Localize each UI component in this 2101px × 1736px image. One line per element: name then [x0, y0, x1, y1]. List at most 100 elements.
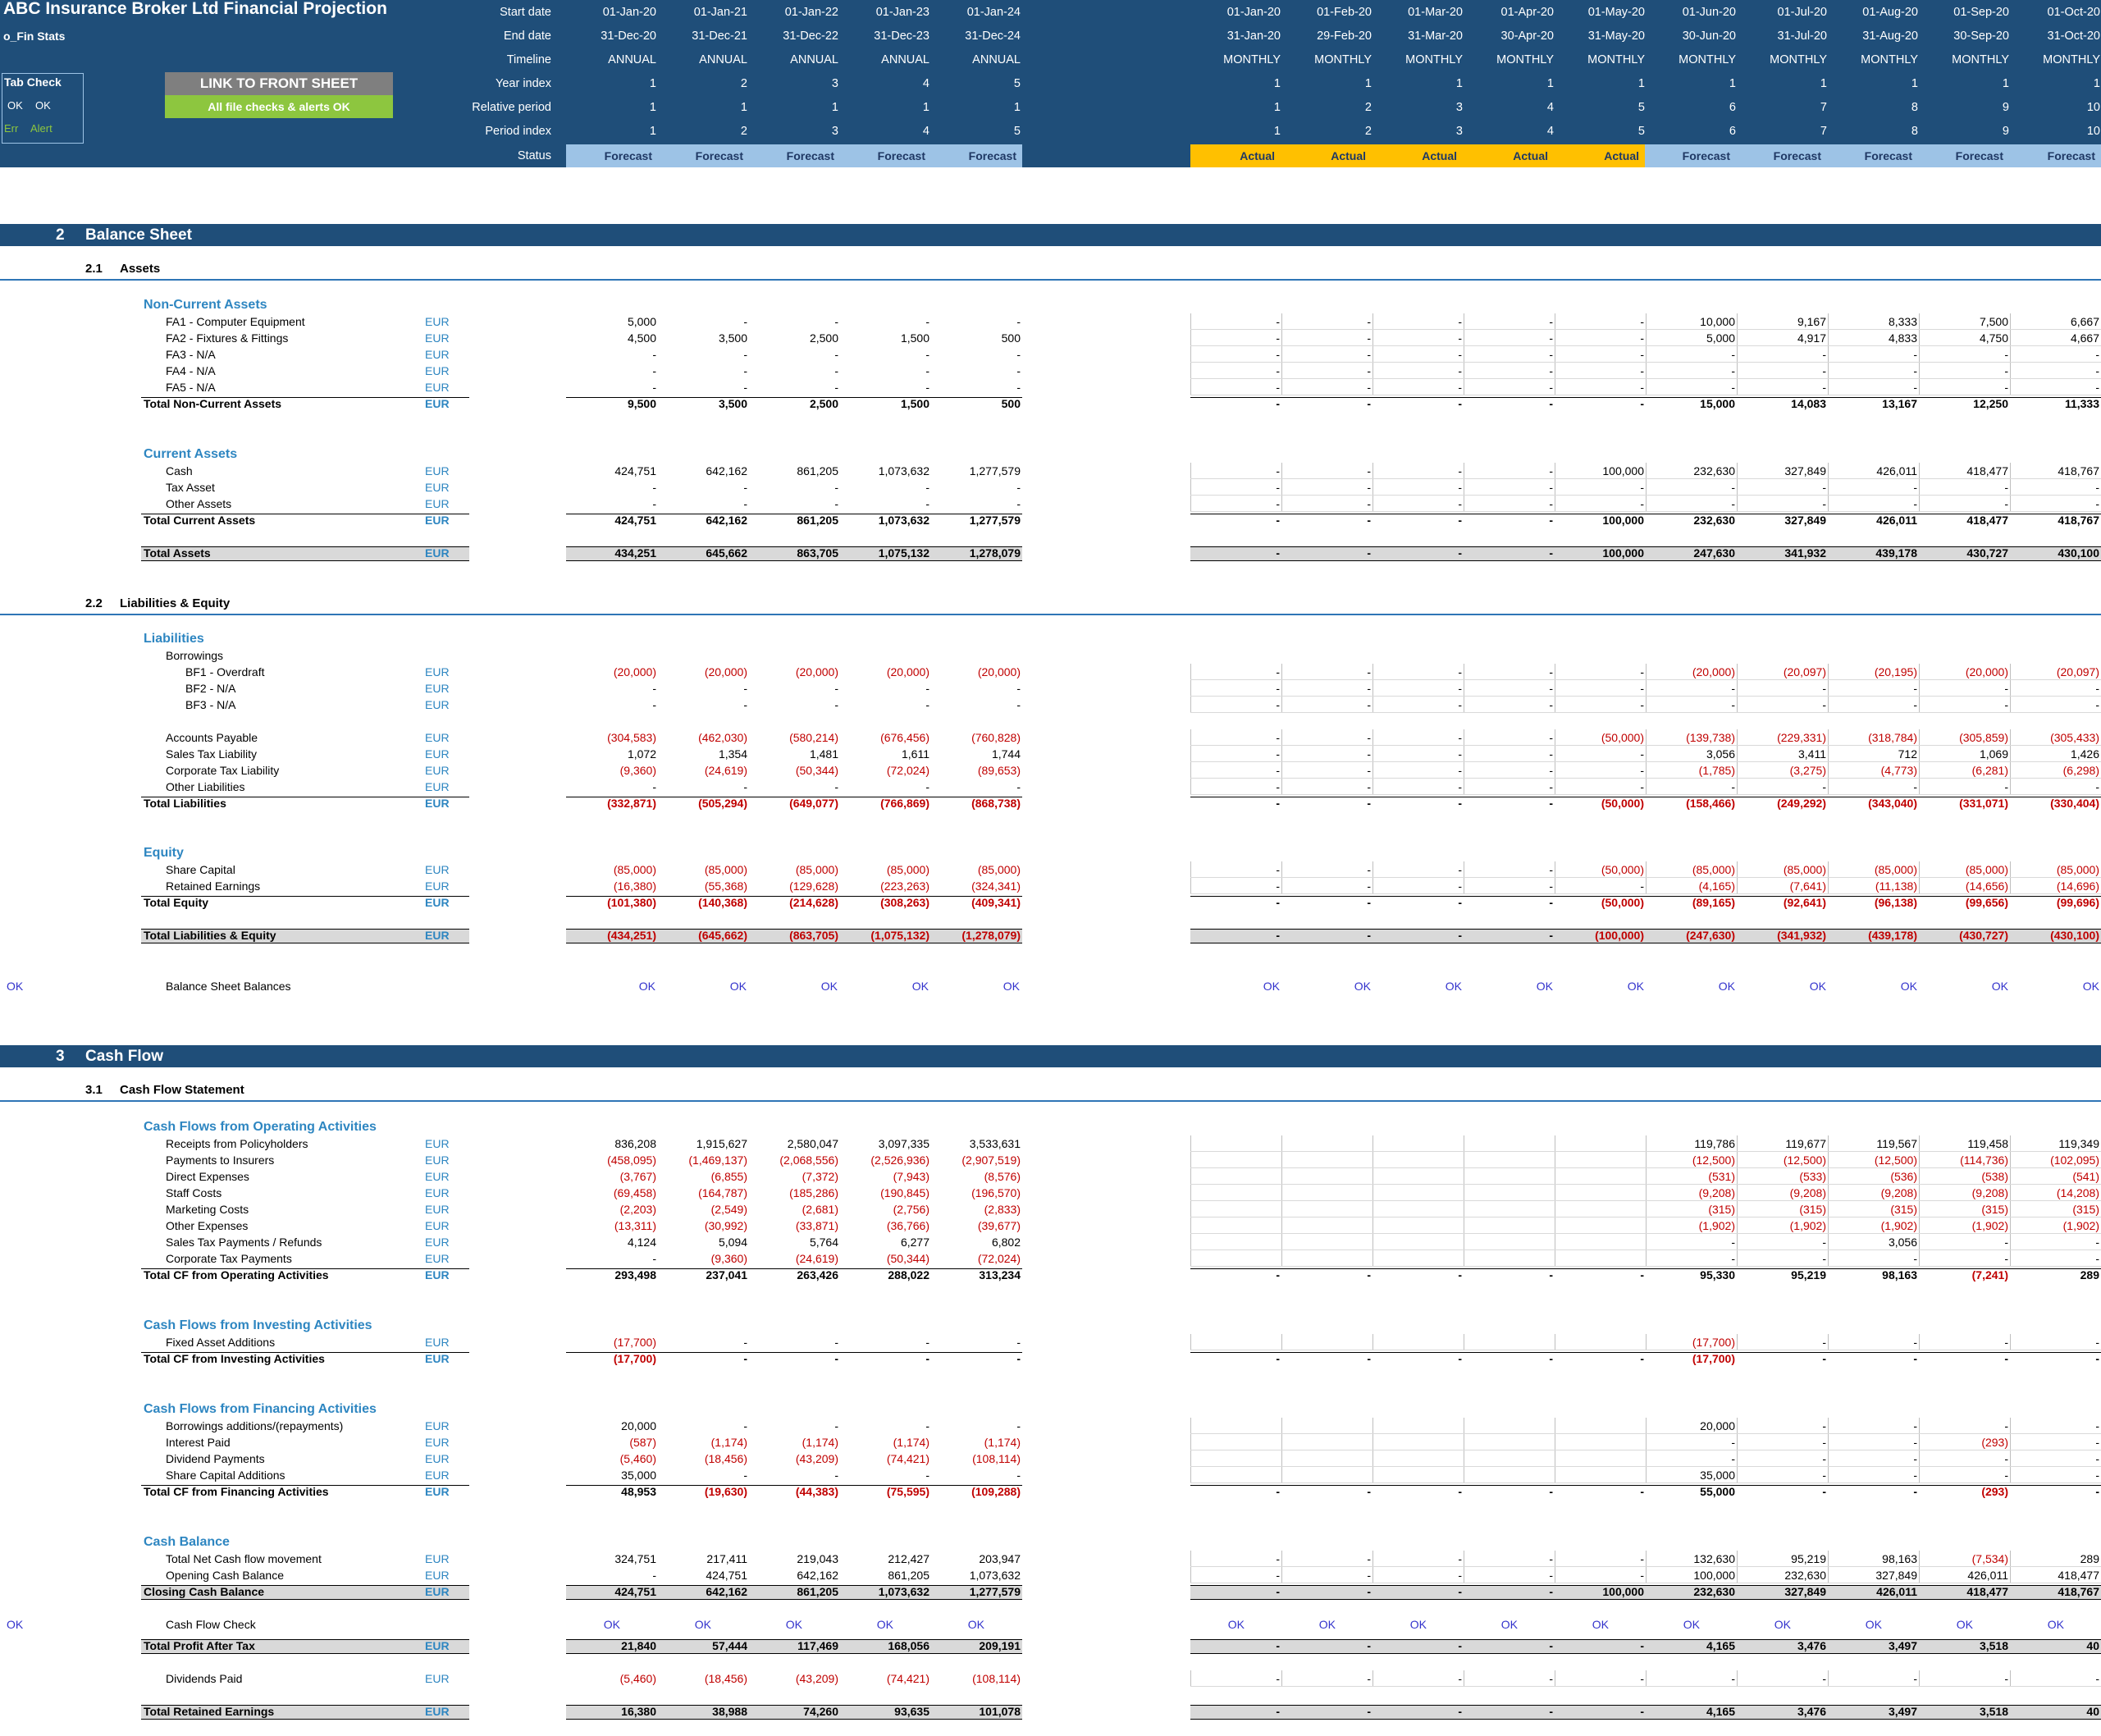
monthly-value: 3,497 — [1888, 1705, 1917, 1718]
monthly-value: - — [2095, 698, 2099, 711]
cell-border — [1281, 479, 1282, 495]
unit-label: EUR — [425, 780, 450, 793]
annual-value: (1,278,079) — [961, 929, 1021, 942]
annual-value: 219,043 — [797, 1552, 838, 1565]
monthly-value: - — [2095, 1419, 2099, 1432]
monthly-year_index-6: 1 — [1729, 77, 1736, 90]
monthly-value: - — [1276, 863, 1280, 876]
monthly-value: - — [1367, 1268, 1371, 1281]
monthly-value: 430,100 — [2058, 546, 2099, 560]
annual-value: (13,311) — [614, 1219, 656, 1232]
cell-border — [1190, 762, 1191, 778]
monthly-value: - — [1731, 698, 1735, 711]
cell-border — [1190, 463, 1191, 478]
monthly-value: 40 — [2086, 1705, 2099, 1718]
monthly-value: - — [1276, 1552, 1280, 1565]
annual-value: 237,041 — [706, 1268, 747, 1281]
row-gridline — [1190, 1233, 2101, 1234]
monthly-value: (315) — [2072, 1203, 2099, 1216]
row-label: Staff Costs — [166, 1186, 222, 1199]
monthly-value: - — [1549, 464, 1553, 477]
row-label: Marketing Costs — [166, 1203, 249, 1216]
unit-label: EUR — [425, 1252, 450, 1265]
annual-value: - — [743, 364, 747, 377]
monthly-value: - — [1458, 1352, 1462, 1365]
monthly-value: 5,000 — [1706, 331, 1735, 345]
annual-value: - — [925, 381, 929, 394]
monthly-value: (158,466) — [1686, 797, 1735, 810]
total-rule — [566, 1485, 1022, 1486]
monthly-value: - — [1367, 315, 1371, 328]
annual-relative-5: 1 — [1013, 101, 1021, 114]
row-gridline — [1190, 893, 2101, 894]
monthly-value: - — [1458, 863, 1462, 876]
unit-label: EUR — [425, 397, 450, 410]
monthly-value: 98,163 — [1882, 1552, 1917, 1565]
row-gridline — [1190, 495, 2101, 496]
annual-value: - — [834, 1419, 838, 1432]
annual-value: 1,277,579 — [969, 514, 1021, 527]
row-gridline — [1190, 1184, 2101, 1185]
monthly-value: (14,208) — [2056, 1186, 2099, 1199]
cell-border — [1646, 697, 1647, 712]
monthly-value: - — [1549, 665, 1553, 678]
cell-border — [1737, 664, 1738, 679]
cell-border — [1646, 762, 1647, 778]
cell-border — [1190, 1234, 1191, 1249]
link-to-front-sheet-button[interactable]: LINK TO FRONT SHEET — [165, 72, 393, 95]
annual-value: - — [834, 698, 838, 711]
monthly-relative-9: 9 — [2002, 101, 2009, 114]
monthly-value: (4,165) — [1698, 879, 1735, 893]
annual-year_index-4: 4 — [922, 77, 929, 90]
monthly-value: (1,902) — [1880, 1219, 1917, 1232]
monthly-status-9: Forecast — [1918, 144, 2009, 167]
annual-value: - — [1016, 315, 1021, 328]
monthly-value: - — [1276, 1639, 1280, 1652]
monthly-value: - — [1458, 1672, 1462, 1685]
monthly-value: - — [2095, 1469, 2099, 1482]
cell-border — [1828, 1567, 1829, 1583]
cell-border — [2010, 1168, 2011, 1184]
cell-border — [2010, 1567, 2011, 1583]
row-label: Cash — [166, 464, 193, 477]
row-label: FA5 - N/A — [166, 381, 216, 394]
annual-value: - — [743, 1419, 747, 1432]
monthly-value: - — [1640, 780, 1644, 793]
annual-value: (324,341) — [971, 879, 1021, 893]
cell-border — [2010, 729, 2011, 745]
monthly-end-6: 30-Jun-20 — [1682, 30, 1736, 43]
annual-value: OK — [694, 1618, 711, 1631]
total-rule — [566, 1705, 1022, 1706]
monthly-value: - — [1549, 929, 1553, 942]
annual-value: - — [834, 315, 838, 328]
monthly-value: 119,458 — [1967, 1137, 2008, 1150]
annual-value: 5,000 — [627, 315, 656, 328]
monthly-value: - — [1367, 797, 1371, 810]
monthly-value: - — [1731, 481, 1735, 494]
annual-value: (1,469,137) — [688, 1154, 747, 1167]
cell-border — [1281, 1135, 1282, 1151]
monthly-value: - — [1458, 1585, 1462, 1598]
annual-value: 861,205 — [797, 1585, 838, 1598]
monthly-timeline-8: MONTHLY — [1861, 53, 1918, 66]
cell-border — [1646, 1418, 1647, 1433]
monthly-value: - — [1549, 1672, 1553, 1685]
total-rule-bottom — [566, 1653, 1022, 1654]
monthly-status-5: Actual — [1554, 144, 1645, 167]
monthly-value: - — [1731, 1252, 1735, 1265]
row-label: Total Current Assets — [144, 514, 256, 527]
cell-border — [1919, 1418, 1920, 1433]
cell-border — [1737, 330, 1738, 345]
monthly-value: - — [2095, 1436, 2099, 1449]
monthly-value: (247,630) — [1686, 929, 1735, 942]
row-label: Total Equity — [144, 896, 209, 909]
unit-label: EUR — [425, 764, 450, 777]
monthly-value: - — [1276, 397, 1280, 410]
monthly-value: - — [2004, 348, 2008, 361]
section-number: 3 — [56, 1048, 65, 1065]
monthly-value: 327,849 — [1875, 1569, 1917, 1582]
subsection-rule — [0, 1100, 2101, 1102]
monthly-value: 15,000 — [1700, 397, 1735, 410]
annual-value: 3,533,631 — [969, 1137, 1021, 1150]
monthly-value: (114,736) — [1960, 1154, 2008, 1167]
